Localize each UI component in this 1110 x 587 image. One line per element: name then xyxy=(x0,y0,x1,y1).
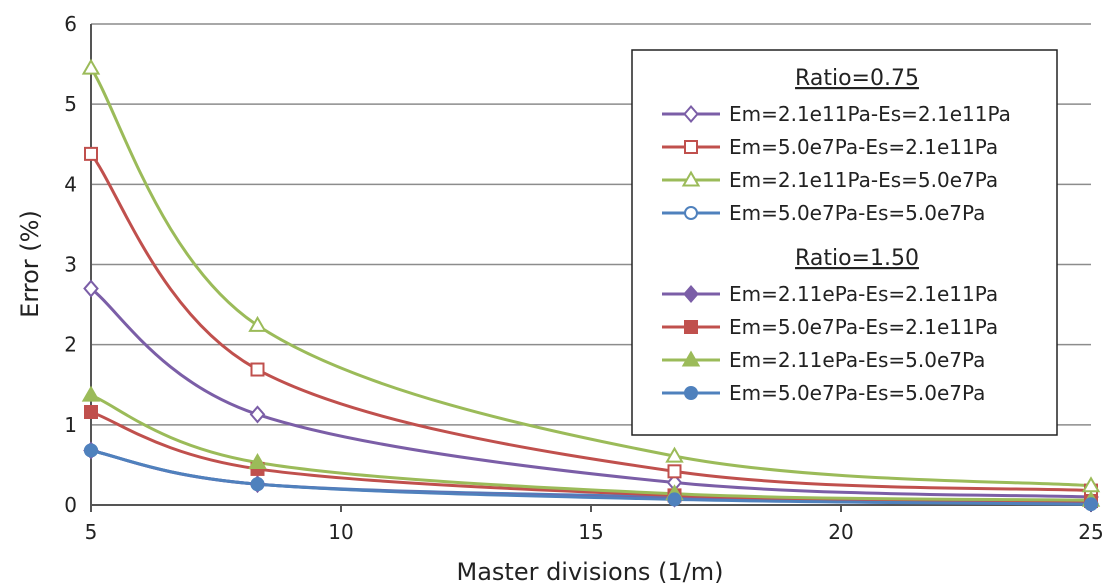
series-line-1 xyxy=(90,287,1092,499)
y-tick-labels: 0 1 2 3 4 5 6 xyxy=(64,12,77,517)
y-axis-title: Error (%) xyxy=(16,210,44,318)
x-axis-title: Master divisions (1/m) xyxy=(456,558,723,586)
legend-label-6: Em=5.0e7Pa-Es=2.1e11Pa xyxy=(729,315,998,339)
legend-swatch-marker-2 xyxy=(684,140,698,154)
legend-swatch-marker-7 xyxy=(681,350,701,367)
legend-swatch-marker-3 xyxy=(681,170,701,187)
data-point-s1-p2 xyxy=(249,405,266,424)
legend-label-5: Em=2.11ePa-Es=2.1e11Pa xyxy=(729,282,998,306)
x-tick-label-20: 20 xyxy=(828,520,853,544)
y-tick-label-2: 2 xyxy=(64,333,77,357)
series-markers xyxy=(81,58,1101,513)
legend-heading-2: Ratio=1.50 xyxy=(795,246,919,271)
data-point-s2-p1 xyxy=(84,146,98,161)
y-tick-label-4: 4 xyxy=(64,172,77,196)
data-point-s3-p3 xyxy=(665,446,684,463)
series-line-7 xyxy=(90,393,1092,502)
legend-swatch-marker-6 xyxy=(684,320,698,334)
legend: Ratio=0.75 Em=2.1e11Pa-Es=2.1e11Pa Em=5.0e… xyxy=(631,49,1058,436)
x-tick-label-5: 5 xyxy=(85,520,98,544)
data-point-s2-p2 xyxy=(250,362,265,377)
legend-swatch-marker-1 xyxy=(683,104,699,124)
y-tick-label-3: 3 xyxy=(64,253,77,277)
series-line-3 xyxy=(89,67,1092,488)
x-tick-label-10: 10 xyxy=(328,520,353,544)
y-tick-label-5: 5 xyxy=(64,92,77,116)
data-point-s7-p2 xyxy=(248,453,267,470)
series-line-8 xyxy=(90,449,1092,506)
series-lines xyxy=(89,67,1092,506)
legend-label-1: Em=2.1e11Pa-Es=2.1e11Pa xyxy=(729,102,1011,126)
data-point-s8-p4 xyxy=(1084,497,1098,512)
y-tick-label-6: 6 xyxy=(64,12,77,36)
series-line-2 xyxy=(89,152,1092,493)
data-point-s2-p3 xyxy=(667,464,682,479)
data-point-s7-p1 xyxy=(81,385,101,402)
legend-swatch-marker-5 xyxy=(683,284,699,304)
legend-swatch-marker-8 xyxy=(684,386,698,400)
y-tick-label-0: 0 xyxy=(64,493,77,517)
data-point-s8-p1 xyxy=(84,443,98,458)
data-point-s1-p1 xyxy=(83,279,99,298)
data-point-s6-p1 xyxy=(84,405,98,420)
data-point-s3-p1 xyxy=(81,58,101,75)
x-tick-label-15: 15 xyxy=(578,520,603,544)
legend-label-8: Em=5.0e7Pa-Es=5.0e7Pa xyxy=(729,381,985,405)
legend-label-4: Em=5.0e7Pa-Es=5.0e7Pa xyxy=(729,201,985,225)
x-tick-label-25: 25 xyxy=(1078,520,1103,544)
x-tick-labels: 5 10 15 20 25 xyxy=(85,520,1104,544)
legend-label-7: Em=2.11ePa-Es=5.0e7Pa xyxy=(729,348,985,372)
legend-heading-1: Ratio=0.75 xyxy=(795,66,919,91)
y-tick-label-1: 1 xyxy=(64,413,77,437)
legend-swatch-marker-4 xyxy=(684,206,698,220)
data-point-s8-p3 xyxy=(667,492,682,507)
data-point-s3-p2 xyxy=(248,315,267,332)
legend-label-3: Em=2.1e11Pa-Es=5.0e7Pa xyxy=(729,168,998,192)
legend-label-2: Em=5.0e7Pa-Es=2.1e11Pa xyxy=(729,135,998,159)
data-point-s8-p2 xyxy=(250,477,265,492)
